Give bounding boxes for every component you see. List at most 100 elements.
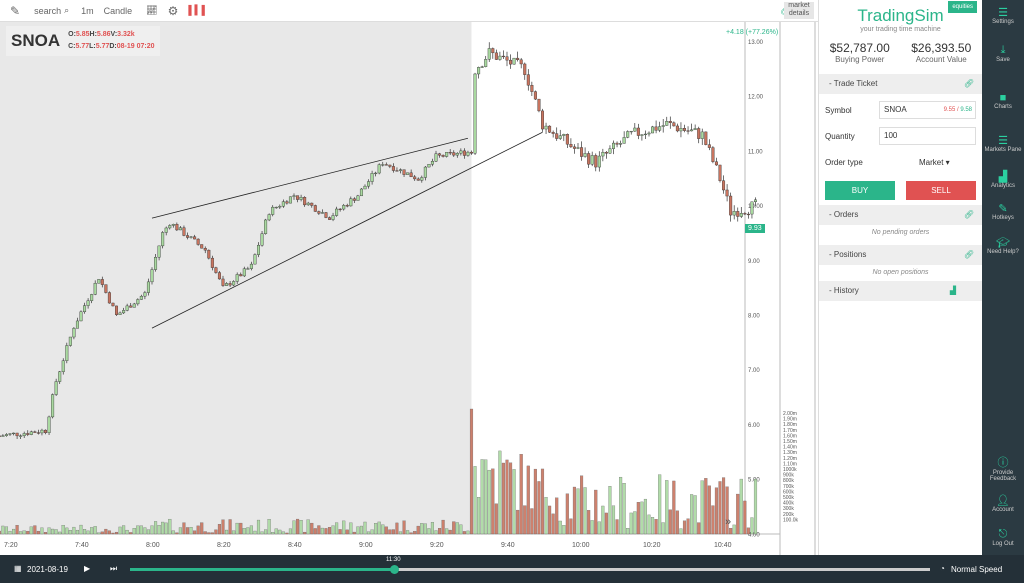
price-chart[interactable]: 13.0012.0011.0010.009.008.007.006.005.00…	[0, 22, 818, 555]
candle	[622, 137, 626, 144]
candle	[12, 432, 16, 435]
indicators-icon[interactable]: 📈︎	[146, 5, 158, 15]
volume-bar	[281, 531, 285, 535]
sidebar-item-save[interactable]: ⤓ Save	[982, 44, 1024, 63]
chart-type-select[interactable]: Candle	[103, 5, 133, 16]
positions-header[interactable]: - Positions 🔗︎	[819, 245, 982, 265]
volume-bar	[136, 525, 140, 535]
candle	[129, 305, 133, 308]
candle	[391, 166, 395, 171]
volume-bar	[544, 497, 548, 535]
sell-button[interactable]: SELL	[906, 180, 976, 200]
interval-select[interactable]: 1m	[81, 5, 94, 16]
candle	[558, 135, 562, 139]
volume-bar	[306, 519, 310, 535]
l-label: L:	[89, 43, 96, 50]
equities-badge[interactable]: equities	[948, 1, 977, 13]
orders-header[interactable]: - Orders 🔗︎	[819, 205, 982, 225]
sidebar-item-log-out[interactable]: ⎋ Log Out	[982, 528, 1024, 547]
volume-bar	[651, 517, 655, 535]
volume-bar	[249, 525, 253, 535]
sidebar-item-settings[interactable]: ☰ Settings	[982, 6, 1024, 25]
volume-bars-icon[interactable]: ▌▍▌	[188, 5, 209, 15]
order-type-select[interactable]: Market ▾	[919, 157, 950, 167]
candle	[217, 272, 221, 280]
symbol-input[interactable]: SNOA 9.55 / 9.58	[879, 101, 976, 119]
volume-bar	[601, 505, 605, 535]
volume-bar	[72, 526, 76, 535]
play-icon[interactable]: ▶	[84, 564, 91, 573]
candle	[643, 133, 647, 136]
step-icon[interactable]: ⏭	[110, 564, 118, 573]
volume-bar	[239, 522, 243, 535]
candle	[65, 345, 69, 361]
candle	[36, 432, 40, 434]
gear-icon[interactable]: ⚙	[167, 3, 179, 18]
v-label: V:	[110, 31, 118, 38]
trade-ticket-header[interactable]: - Trade Ticket 🔗︎	[819, 74, 982, 94]
date-value: 08-19 07:20	[116, 43, 155, 50]
market-details-button[interactable]: market details	[784, 2, 814, 19]
candle	[754, 199, 758, 203]
user-icon: 👤︎	[996, 495, 1010, 507]
candle	[342, 205, 346, 210]
volume-bar	[533, 468, 537, 535]
volume-bar	[178, 527, 182, 535]
volume-bar	[331, 525, 335, 535]
search-icon[interactable]: ⌕	[64, 5, 70, 15]
bar-chart-icon[interactable]: ▟	[949, 286, 956, 295]
time-tick: 10:20	[643, 542, 661, 549]
quantity-input[interactable]: 100	[879, 127, 976, 145]
candle	[171, 224, 175, 226]
candle	[743, 213, 747, 215]
time-tick: 7:20	[4, 542, 18, 549]
candle	[462, 150, 466, 156]
sidebar-item-account[interactable]: 👤︎ Account	[982, 494, 1024, 513]
link-icon[interactable]: 🔗︎	[963, 79, 974, 88]
volume-bar	[722, 477, 726, 535]
candle	[232, 281, 236, 286]
sidebar-item-need-help[interactable]: 🎓︎ Need Help?	[982, 236, 1024, 255]
buy-button[interactable]: BUY	[825, 180, 895, 200]
sidebar-item-charts[interactable]: ■ Charts	[982, 92, 1024, 110]
volume-bar	[611, 505, 616, 535]
pencil-icon[interactable]: ✎	[10, 3, 21, 18]
volume-bar	[530, 508, 534, 535]
candle	[572, 146, 576, 149]
speed-select[interactable]: Normal Speed	[951, 565, 1003, 574]
speed-icon[interactable]: ◔	[940, 564, 945, 573]
candle	[253, 254, 257, 265]
volume-bar	[480, 459, 484, 535]
candle	[26, 433, 30, 435]
candle	[310, 202, 314, 206]
volume-bar	[111, 532, 115, 535]
sidebar-item-markets-pane[interactable]: ☰ Markets Pane	[982, 134, 1024, 153]
candle	[313, 205, 317, 212]
volume-bar	[512, 469, 516, 535]
volume-bar	[366, 531, 371, 535]
link-icon[interactable]: 🔗︎	[963, 250, 974, 259]
volume-bar	[54, 529, 58, 535]
playback-date[interactable]: 2021-08-19	[27, 565, 68, 574]
candle	[150, 269, 154, 283]
sidebar-item-hotkeys[interactable]: ✎ Hotkeys	[982, 202, 1024, 221]
candle	[576, 147, 580, 149]
search-input[interactable]: search	[34, 5, 62, 16]
candle	[640, 134, 644, 136]
volume-bar	[377, 521, 381, 535]
candle	[416, 178, 420, 181]
candle	[345, 205, 349, 207]
candle	[90, 294, 94, 301]
info-icon: ⓘ	[997, 457, 1009, 469]
candle	[75, 320, 79, 329]
history-header[interactable]: - History ▟	[819, 281, 982, 301]
link-icon[interactable]: 🔗︎	[963, 210, 974, 219]
sidebar-item-analytics[interactable]: ▟ Analytics	[982, 170, 1024, 189]
playback-slider[interactable]	[130, 565, 930, 574]
volume-bar	[445, 528, 449, 535]
calendar-icon[interactable]: ▦	[14, 564, 22, 573]
volume-bar	[253, 530, 257, 535]
candle	[4, 434, 8, 436]
volume-bar	[406, 530, 410, 535]
sidebar-item-provide-feedback[interactable]: ⓘ Provide Feedback	[982, 454, 1024, 482]
